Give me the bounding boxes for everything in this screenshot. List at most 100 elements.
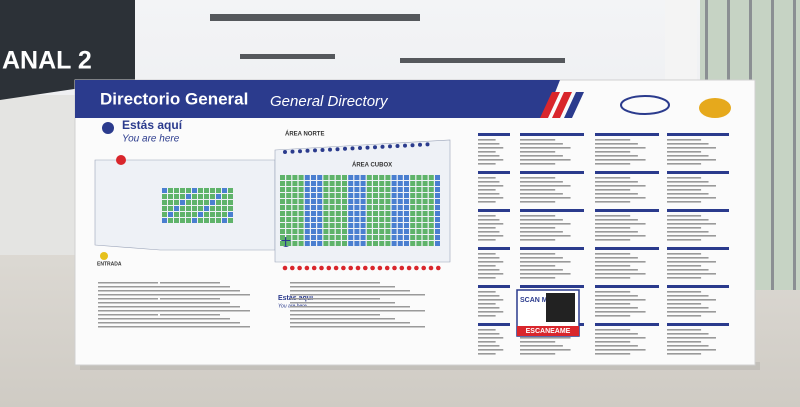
booth (366, 187, 372, 192)
listing-line (595, 315, 631, 317)
booth (210, 218, 215, 223)
map-dot (373, 145, 377, 150)
booth (422, 217, 428, 222)
listing-line (595, 265, 631, 267)
booth (435, 217, 440, 222)
booth (435, 241, 440, 246)
listing-heading (520, 209, 584, 212)
listing-line (667, 253, 702, 255)
booth (428, 181, 434, 186)
listing-line (478, 163, 496, 165)
listing-line (667, 193, 709, 195)
booth (360, 229, 366, 234)
listing-line (478, 181, 500, 183)
booth (404, 199, 409, 204)
listing-line (595, 177, 631, 179)
listing-line (160, 282, 220, 284)
booth (311, 217, 316, 222)
listing-line (290, 318, 395, 320)
booth (228, 194, 233, 199)
area-label: ENTRADA (97, 261, 122, 267)
listing-heading (478, 247, 510, 250)
booth (416, 181, 422, 186)
booth (280, 229, 285, 234)
booth (366, 205, 372, 210)
booth (379, 217, 385, 222)
listing-line (478, 151, 496, 153)
booth (216, 200, 221, 205)
listing-line (595, 193, 638, 195)
listing-line (290, 310, 425, 312)
booth (329, 235, 335, 240)
booth (304, 205, 310, 210)
listing-line (595, 189, 631, 191)
listing-line (478, 273, 504, 275)
listing-heading (595, 247, 659, 250)
booth (428, 217, 434, 222)
listing-line (595, 257, 638, 259)
listing-line (595, 349, 646, 351)
listing-line (478, 223, 504, 225)
booth (292, 241, 298, 246)
booth (180, 212, 185, 217)
booth (373, 241, 378, 246)
listing-line (520, 235, 571, 237)
booth (404, 235, 409, 240)
booth (348, 175, 354, 180)
booth (366, 223, 372, 228)
booth (298, 199, 304, 204)
booth (204, 212, 209, 217)
booth (323, 187, 329, 192)
booth (335, 205, 341, 210)
listing-line (160, 310, 250, 312)
booth (379, 241, 385, 246)
booth (416, 217, 422, 222)
area-label: ÁREA CUBOX (352, 162, 392, 169)
you-are-here-en: You are here (122, 134, 180, 145)
listing-line (478, 257, 500, 259)
booth (317, 199, 323, 204)
booth (304, 223, 310, 228)
booth (317, 223, 323, 228)
listing-line (595, 291, 631, 293)
booth (366, 175, 372, 180)
map-dot (320, 148, 325, 152)
listing-line (667, 143, 709, 145)
booth (329, 199, 335, 204)
area-label: ÁREA NORTE (285, 131, 324, 138)
booth (335, 241, 341, 246)
booth (162, 194, 167, 199)
ceiling-light (210, 14, 420, 21)
booth (204, 194, 209, 199)
booth (186, 218, 191, 223)
listing-line (520, 185, 571, 187)
booth (397, 223, 403, 228)
booth (292, 205, 298, 210)
qr-code (546, 293, 575, 322)
listing-line (98, 302, 168, 304)
listing-line (667, 345, 709, 347)
booth (428, 205, 434, 210)
map-dot (335, 147, 340, 152)
listing-line (667, 189, 702, 191)
listing-heading (595, 323, 659, 326)
booth (422, 241, 428, 246)
listing-line (667, 139, 702, 141)
marker (116, 155, 126, 165)
booth (435, 181, 440, 186)
booth (348, 217, 354, 222)
listing-line (520, 231, 563, 233)
booth (435, 235, 440, 240)
booth (222, 212, 227, 217)
map-dot (313, 148, 317, 153)
booth (348, 187, 354, 192)
window-mullion (771, 0, 774, 290)
booth (323, 205, 329, 210)
booth (180, 188, 185, 193)
booth (198, 212, 203, 217)
listing-line (520, 273, 571, 275)
map-dot (343, 146, 347, 151)
booth (422, 205, 428, 210)
listing-line (667, 177, 702, 179)
booth (280, 175, 285, 180)
